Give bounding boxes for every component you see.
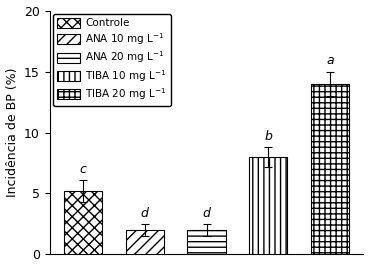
Bar [64, 191, 102, 254]
Bar [249, 157, 287, 254]
Text: c: c [80, 163, 87, 176]
Bar [311, 84, 349, 254]
Y-axis label: Incidência de BP (%): Incidência de BP (%) [6, 68, 18, 197]
Legend: Controle, ANA 10 mg L$^{-1}$, ANA 20 mg L$^{-1}$, TIBA 10 mg L$^{-1}$, TIBA 20 m: Controle, ANA 10 mg L$^{-1}$, ANA 20 mg … [53, 14, 171, 106]
Text: b: b [264, 130, 272, 143]
Text: d: d [203, 207, 210, 220]
Bar [187, 230, 226, 254]
Text: a: a [326, 54, 334, 67]
Bar [126, 230, 164, 254]
Text: d: d [141, 207, 149, 220]
